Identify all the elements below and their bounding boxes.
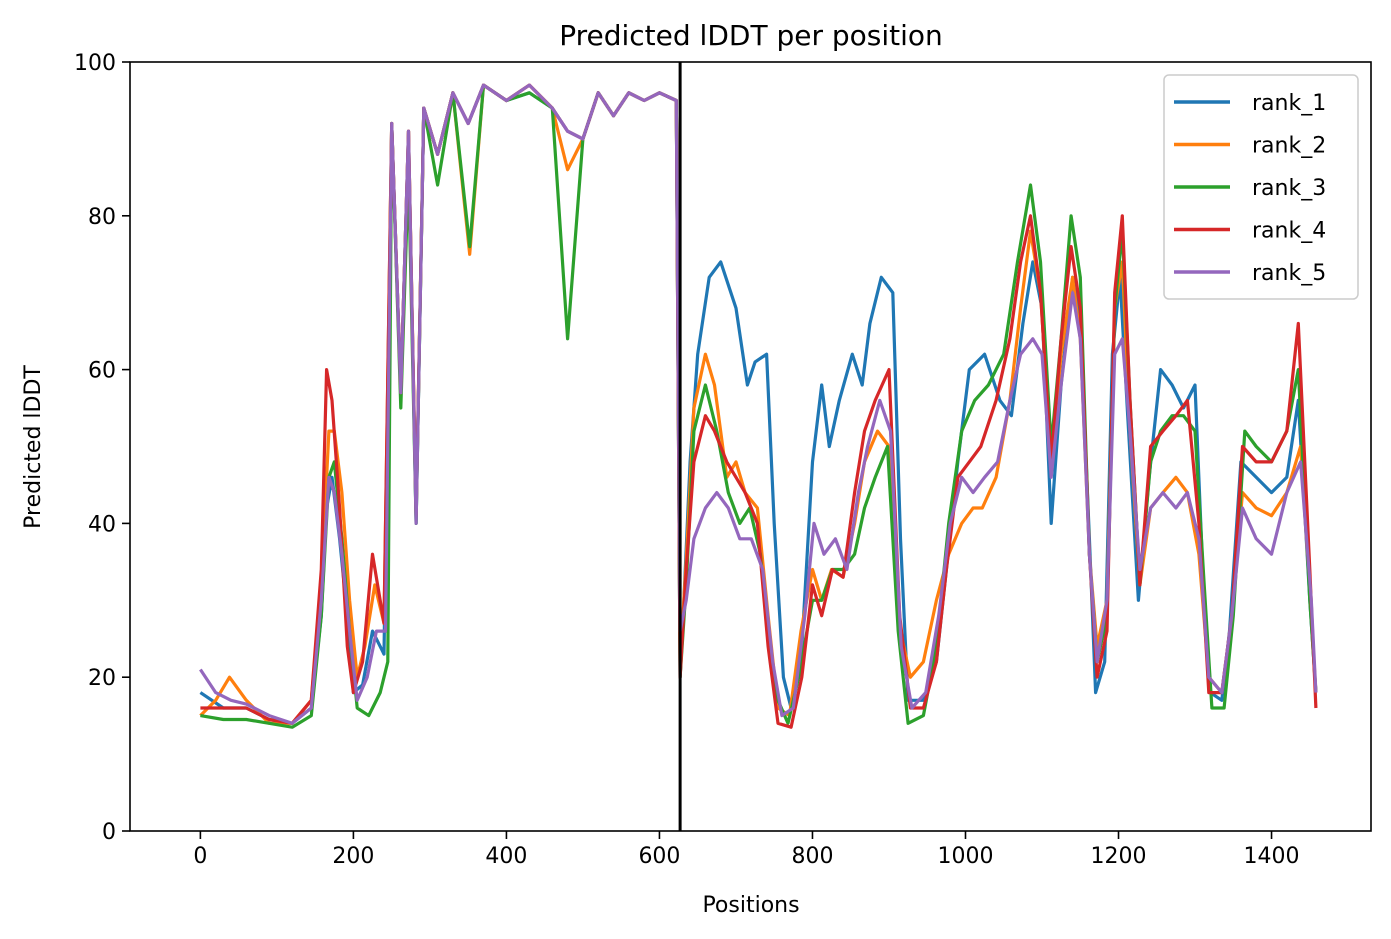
legend-label-rank_3: rank_3: [1252, 176, 1326, 201]
axes-frame: [129, 61, 1372, 832]
chart-title: Predicted lDDT per position: [559, 19, 943, 52]
y-tick-label: 0: [102, 820, 116, 845]
x-tick-label: 1200: [1091, 844, 1147, 869]
legend-label-rank_5: rank_5: [1252, 261, 1326, 286]
x-tick-label: 1000: [937, 844, 993, 869]
x-tick-label: 400: [485, 844, 527, 869]
y-tick-label: 100: [74, 51, 116, 76]
y-tick-label: 40: [88, 512, 116, 537]
legend-label-rank_2: rank_2: [1252, 134, 1326, 159]
legend: rank_1 rank_2 rank_3 rank_4 rank_5: [1163, 74, 1359, 300]
x-tick-label: 800: [791, 844, 833, 869]
legend-box: [1163, 74, 1359, 300]
y-tick-label: 80: [88, 205, 116, 230]
y-axis: 0 20 40 60 80 100: [74, 51, 130, 845]
y-axis-label: Predicted lDDT: [21, 365, 46, 529]
x-tick-label: 200: [332, 844, 374, 869]
series-line-rank_5: [199, 83, 1318, 725]
y-tick-label: 20: [88, 666, 116, 691]
x-axis: 0 200 400 600 800 1000 1200 1400: [193, 831, 1300, 869]
x-tick-label: 1400: [1244, 844, 1300, 869]
x-axis-label: Positions: [702, 893, 799, 918]
legend-label-rank_4: rank_4: [1252, 219, 1326, 244]
x-tick-label: 0: [193, 844, 207, 869]
y-tick-label: 60: [88, 359, 116, 384]
legend-label-rank_1: rank_1: [1252, 91, 1326, 116]
series-group: [199, 83, 1318, 729]
plot-area: [129, 61, 1372, 832]
x-tick-label: 600: [638, 844, 680, 869]
